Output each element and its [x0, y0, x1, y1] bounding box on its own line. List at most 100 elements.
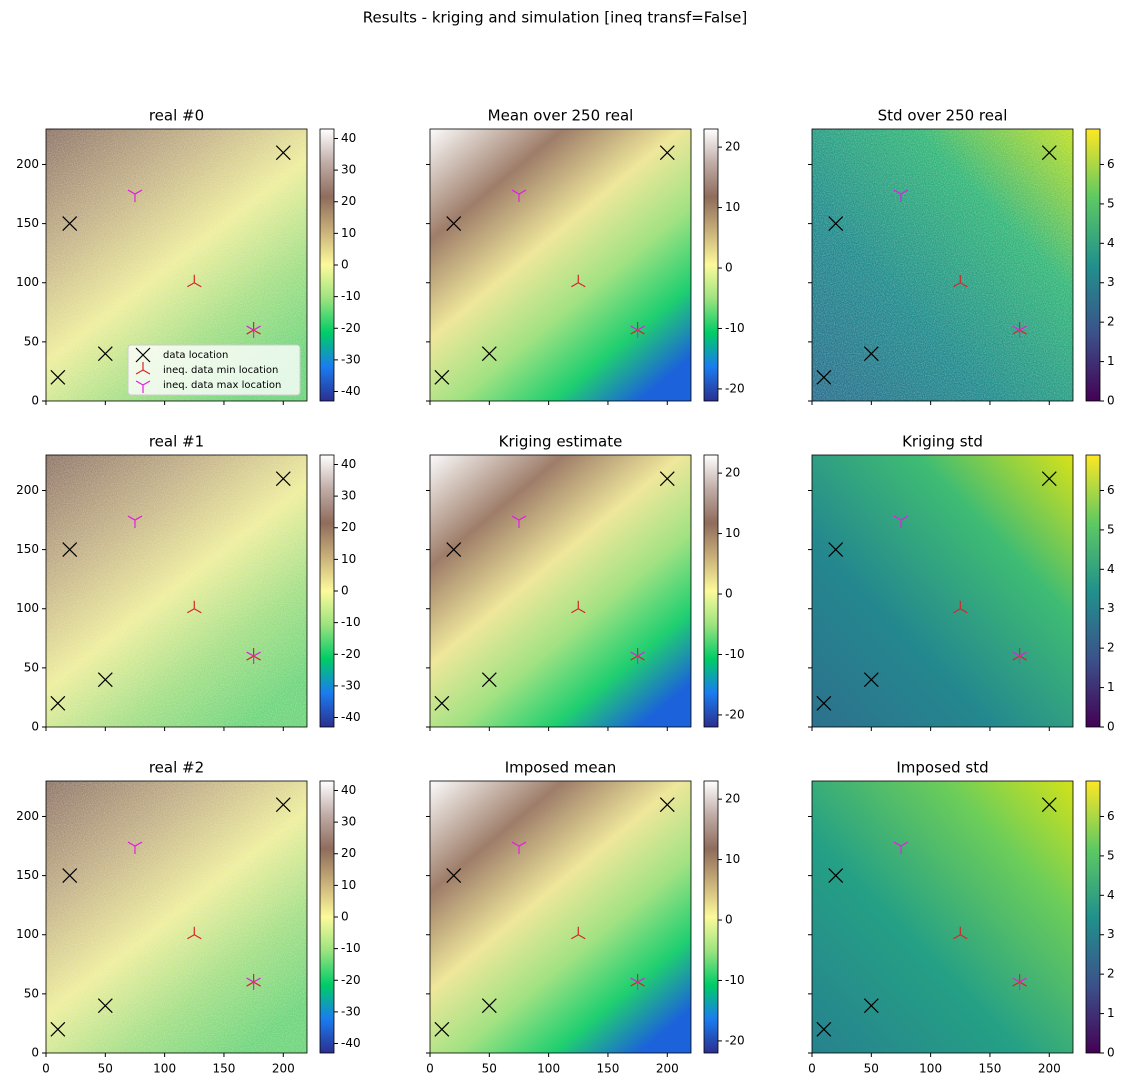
colorbar-tick-label: 1	[1107, 354, 1115, 368]
marker-x	[446, 542, 462, 558]
colorbar	[319, 454, 335, 728]
marker-x	[828, 216, 844, 232]
y-tick-label: 200	[16, 157, 39, 171]
field-image	[430, 455, 691, 727]
colorbar-tick-label: 10	[341, 226, 356, 240]
x-tick-label: 150	[979, 1062, 1002, 1076]
figure-title: Results - kriging and simulation [ineq t…	[363, 9, 748, 27]
marker-x	[828, 542, 844, 558]
marker-tri_down	[511, 515, 527, 529]
colorbar	[319, 128, 335, 402]
colorbar-tick-label: 6	[1107, 809, 1115, 823]
y-tick-label: 150	[16, 542, 39, 556]
colorbar-tick-label: 6	[1107, 157, 1115, 171]
colorbar-tick-label: 0	[1107, 394, 1115, 408]
marker-x	[659, 471, 675, 487]
marker-x	[828, 868, 844, 884]
colorbar-tick-label: -40	[341, 384, 361, 398]
colorbar-tick-label: 0	[1107, 1046, 1115, 1060]
marker-tri_up	[246, 974, 261, 987]
colorbar-tick-label: 3	[1107, 275, 1115, 289]
field-image	[812, 781, 1073, 1053]
colorbar	[1085, 780, 1101, 1054]
marker-x	[62, 216, 78, 232]
marker-tri_down	[1012, 651, 1027, 665]
y-tick-label: 0	[31, 1046, 39, 1060]
marker-tri_up	[953, 274, 968, 288]
legend-marker	[135, 347, 151, 363]
colorbar-tick-label: -20	[341, 321, 361, 335]
colorbar-tick-label: 20	[725, 792, 740, 806]
colorbar-tick-label: 5	[1107, 848, 1115, 862]
colorbar	[703, 128, 719, 402]
marker-tri_up	[187, 926, 202, 940]
field-texture	[46, 781, 307, 1053]
marker-x	[863, 672, 879, 688]
colorbar-tick-label: -20	[341, 647, 361, 661]
axes-frame	[45, 780, 308, 1054]
marker-tri_up	[571, 600, 586, 614]
marker-tri_down	[1012, 977, 1027, 991]
marker-tri_down	[893, 515, 909, 529]
colorbar-tick-label: -10	[341, 941, 361, 955]
colorbar-tick-label: 0	[341, 584, 349, 598]
colorbar-tick-label: -10	[725, 647, 745, 661]
legend-marker	[135, 362, 151, 375]
colorbar-tick-label: 2	[1107, 641, 1115, 655]
y-tick-label: 50	[24, 660, 39, 674]
axes-frame	[811, 780, 1074, 1054]
axes-frame	[429, 454, 692, 728]
colorbar-tick-label: -40	[341, 710, 361, 724]
colorbar-tick-label: 3	[1107, 927, 1115, 941]
marker-x	[275, 797, 291, 813]
marker-tri_down	[127, 515, 143, 529]
marker-tri_down	[246, 651, 261, 665]
marker-x	[863, 998, 879, 1014]
colorbar-tick-label: -10	[725, 321, 745, 335]
field-image	[430, 781, 691, 1053]
x-tick-label: 200	[1038, 1062, 1061, 1076]
marker-x	[659, 797, 675, 813]
colorbar-tick-label: -30	[341, 678, 361, 692]
marker-x	[481, 346, 497, 362]
colorbar-tick-label: 4	[1107, 888, 1115, 902]
marker-x	[816, 695, 832, 711]
colorbar-tick-label: 30	[341, 163, 356, 177]
field-image	[812, 455, 1073, 727]
x-tick-label: 200	[656, 1062, 679, 1076]
axes-frame	[811, 128, 1074, 402]
marker-tri_down	[630, 325, 645, 339]
marker-x	[659, 145, 675, 161]
marker-tri_up	[571, 274, 586, 288]
marker-tri_down	[630, 977, 645, 991]
marker-x	[50, 1021, 66, 1037]
marker-x	[434, 369, 450, 385]
colorbar-tick-label: 2	[1107, 315, 1115, 329]
marker-x	[62, 868, 78, 884]
legend-marker	[135, 380, 151, 393]
axes-frame	[811, 454, 1074, 728]
marker-x	[816, 369, 832, 385]
colorbar-tick-label: 20	[341, 194, 356, 208]
marker-tri_down	[127, 841, 143, 855]
y-tick-label: 50	[24, 334, 39, 348]
colorbar-tick-label: 40	[341, 457, 356, 471]
colorbar-tick-label: 40	[341, 131, 356, 145]
marker-tri_up	[187, 274, 202, 288]
colorbar-tick-label: 4	[1107, 236, 1115, 250]
marker-x	[97, 672, 113, 688]
field-texture	[46, 455, 307, 727]
colorbar-tick-label: 1	[1107, 1006, 1115, 1020]
x-tick-label: 0	[808, 1062, 816, 1076]
colorbar-tick-label: 30	[341, 815, 356, 829]
y-tick-label: 0	[31, 720, 39, 734]
colorbar	[1085, 128, 1101, 402]
marker-tri_down	[1012, 325, 1027, 339]
x-tick-label: 200	[272, 1062, 295, 1076]
panel-title: Imposed mean	[505, 759, 617, 777]
panel-title: Std over 250 real	[878, 107, 1008, 125]
marker-tri_up	[630, 648, 645, 661]
colorbar-tick-label: -40	[341, 1036, 361, 1050]
colorbar-tick-label: 1	[1107, 680, 1115, 694]
